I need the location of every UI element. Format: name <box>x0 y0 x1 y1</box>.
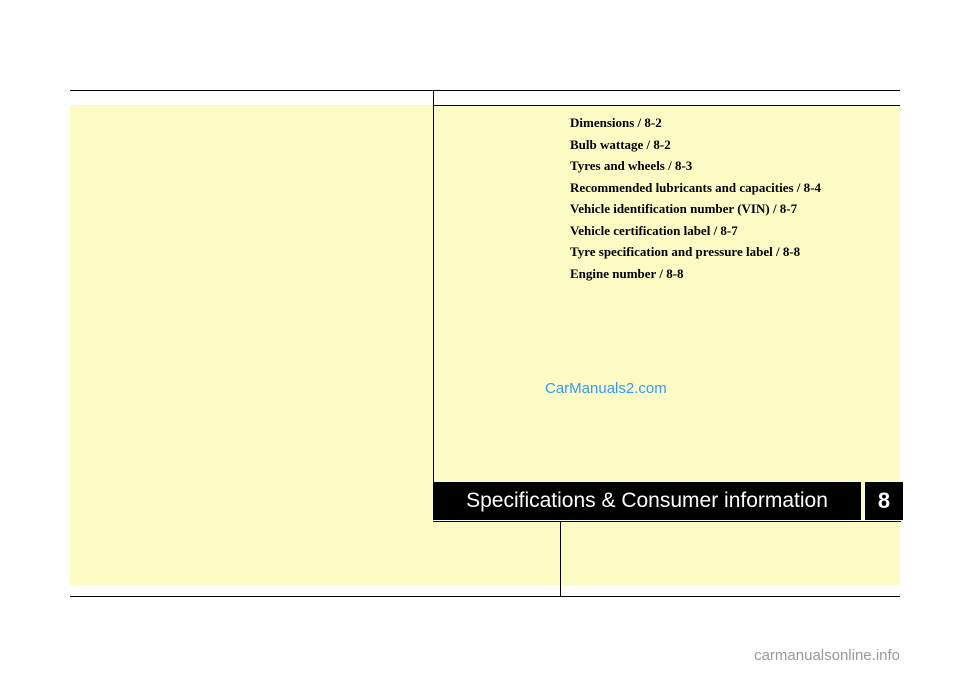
footer-watermark: carmanualsonline.info <box>754 647 900 664</box>
toc-item: Bulb wattage / 8-2 <box>570 135 890 155</box>
vertical-divider-top <box>433 90 434 483</box>
toc-item: Dimensions / 8-2 <box>570 113 890 133</box>
toc-item: Tyres and wheels / 8-3 <box>570 156 890 176</box>
center-watermark: CarManuals2.com <box>545 380 667 397</box>
chapter-number: 8 <box>865 482 903 520</box>
toc-item: Tyre specification and pressure label / … <box>570 242 890 262</box>
chapter-header-bar: Specifications & Consumer information 8 <box>433 482 903 520</box>
inner-border-line <box>433 105 900 106</box>
chapter-title: Specifications & Consumer information <box>433 482 861 520</box>
bottom-border-line <box>70 596 900 597</box>
manual-page: Dimensions / 8-2 Bulb wattage / 8-2 Tyre… <box>0 0 960 689</box>
table-of-contents: Dimensions / 8-2 Bulb wattage / 8-2 Tyre… <box>570 113 890 285</box>
toc-item: Vehicle identification number (VIN) / 8-… <box>570 199 890 219</box>
toc-item: Engine number / 8-8 <box>570 264 890 284</box>
bar-bottom-line <box>433 521 901 522</box>
toc-item: Recommended lubricants and capacities / … <box>570 178 890 198</box>
top-border-line <box>70 90 900 91</box>
vertical-divider-bottom <box>560 521 561 597</box>
toc-item: Vehicle certification label / 8-7 <box>570 221 890 241</box>
